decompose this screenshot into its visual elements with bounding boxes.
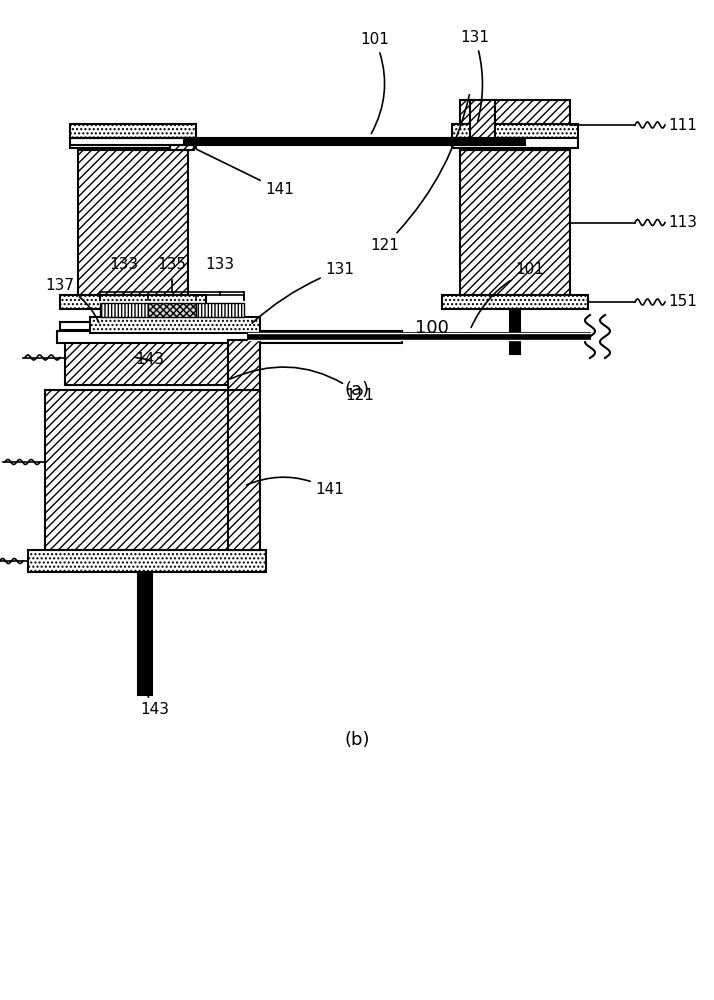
Text: 143: 143 <box>136 353 164 367</box>
Bar <box>228 390 260 550</box>
Bar <box>196 303 244 317</box>
Text: 137: 137 <box>46 277 99 322</box>
Bar <box>170 145 194 150</box>
Bar <box>28 550 266 572</box>
Text: 121: 121 <box>371 95 469 252</box>
Bar <box>460 150 570 295</box>
Bar <box>45 390 250 550</box>
Bar <box>442 295 588 309</box>
Bar <box>70 138 196 148</box>
Text: 141: 141 <box>196 149 294 198</box>
Text: 143: 143 <box>141 692 169 718</box>
Text: 141: 141 <box>246 477 344 497</box>
Text: 151: 151 <box>668 294 697 310</box>
Bar <box>60 322 245 330</box>
Bar <box>70 124 196 138</box>
Bar <box>452 124 578 138</box>
Bar <box>148 303 196 317</box>
Text: 133: 133 <box>109 257 139 272</box>
Bar <box>60 295 206 309</box>
Bar <box>228 340 260 390</box>
Text: 100: 100 <box>415 319 449 337</box>
Bar <box>470 100 495 145</box>
Bar <box>452 138 578 148</box>
Bar <box>138 572 152 695</box>
Bar <box>57 331 402 343</box>
Text: 135: 135 <box>158 257 186 272</box>
Text: 101: 101 <box>471 262 545 327</box>
Text: 121: 121 <box>231 367 374 402</box>
Bar <box>100 303 148 317</box>
Text: 113: 113 <box>668 215 697 230</box>
Text: 133: 133 <box>206 257 235 272</box>
Text: 131: 131 <box>252 262 354 323</box>
Bar <box>78 150 188 295</box>
Bar <box>510 309 520 354</box>
Text: 111: 111 <box>668 117 697 132</box>
Bar <box>248 333 590 340</box>
Text: (a): (a) <box>344 381 370 399</box>
Bar <box>128 309 138 359</box>
Bar <box>65 330 240 385</box>
Text: 131: 131 <box>461 30 490 121</box>
Bar <box>90 317 260 333</box>
Bar <box>460 100 570 150</box>
Text: 101: 101 <box>361 32 389 134</box>
Bar <box>184 138 525 145</box>
Text: (b): (b) <box>344 731 370 749</box>
